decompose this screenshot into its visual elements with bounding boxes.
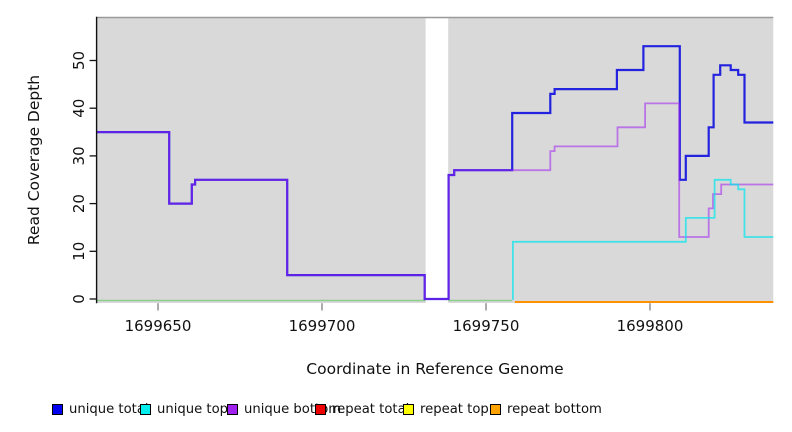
x-axis-tick-label: 1699800 [617,317,684,335]
x-axis-tick-label: 1699700 [289,317,356,335]
y-axis-tick-label: 50 [70,51,88,70]
no-data-band [425,18,449,303]
x-axis-tick-label: 1699750 [453,317,520,335]
y-axis-label: Read Coverage Depth [25,74,43,246]
y-axis-tick-label: 40 [70,99,88,118]
y-axis-tick-label: 20 [70,194,88,213]
series-unique-bottom-line [97,102,774,300]
y-axis-tick-label: 30 [70,146,88,165]
x-axis-label: Coordinate in Reference Genome [306,360,564,378]
x-axis-tick-label: 1699650 [125,317,192,335]
y-axis-tick-label: 10 [70,242,88,261]
series-unique-top-line [512,178,774,300]
y-axis-tick-label: 0 [70,294,88,304]
